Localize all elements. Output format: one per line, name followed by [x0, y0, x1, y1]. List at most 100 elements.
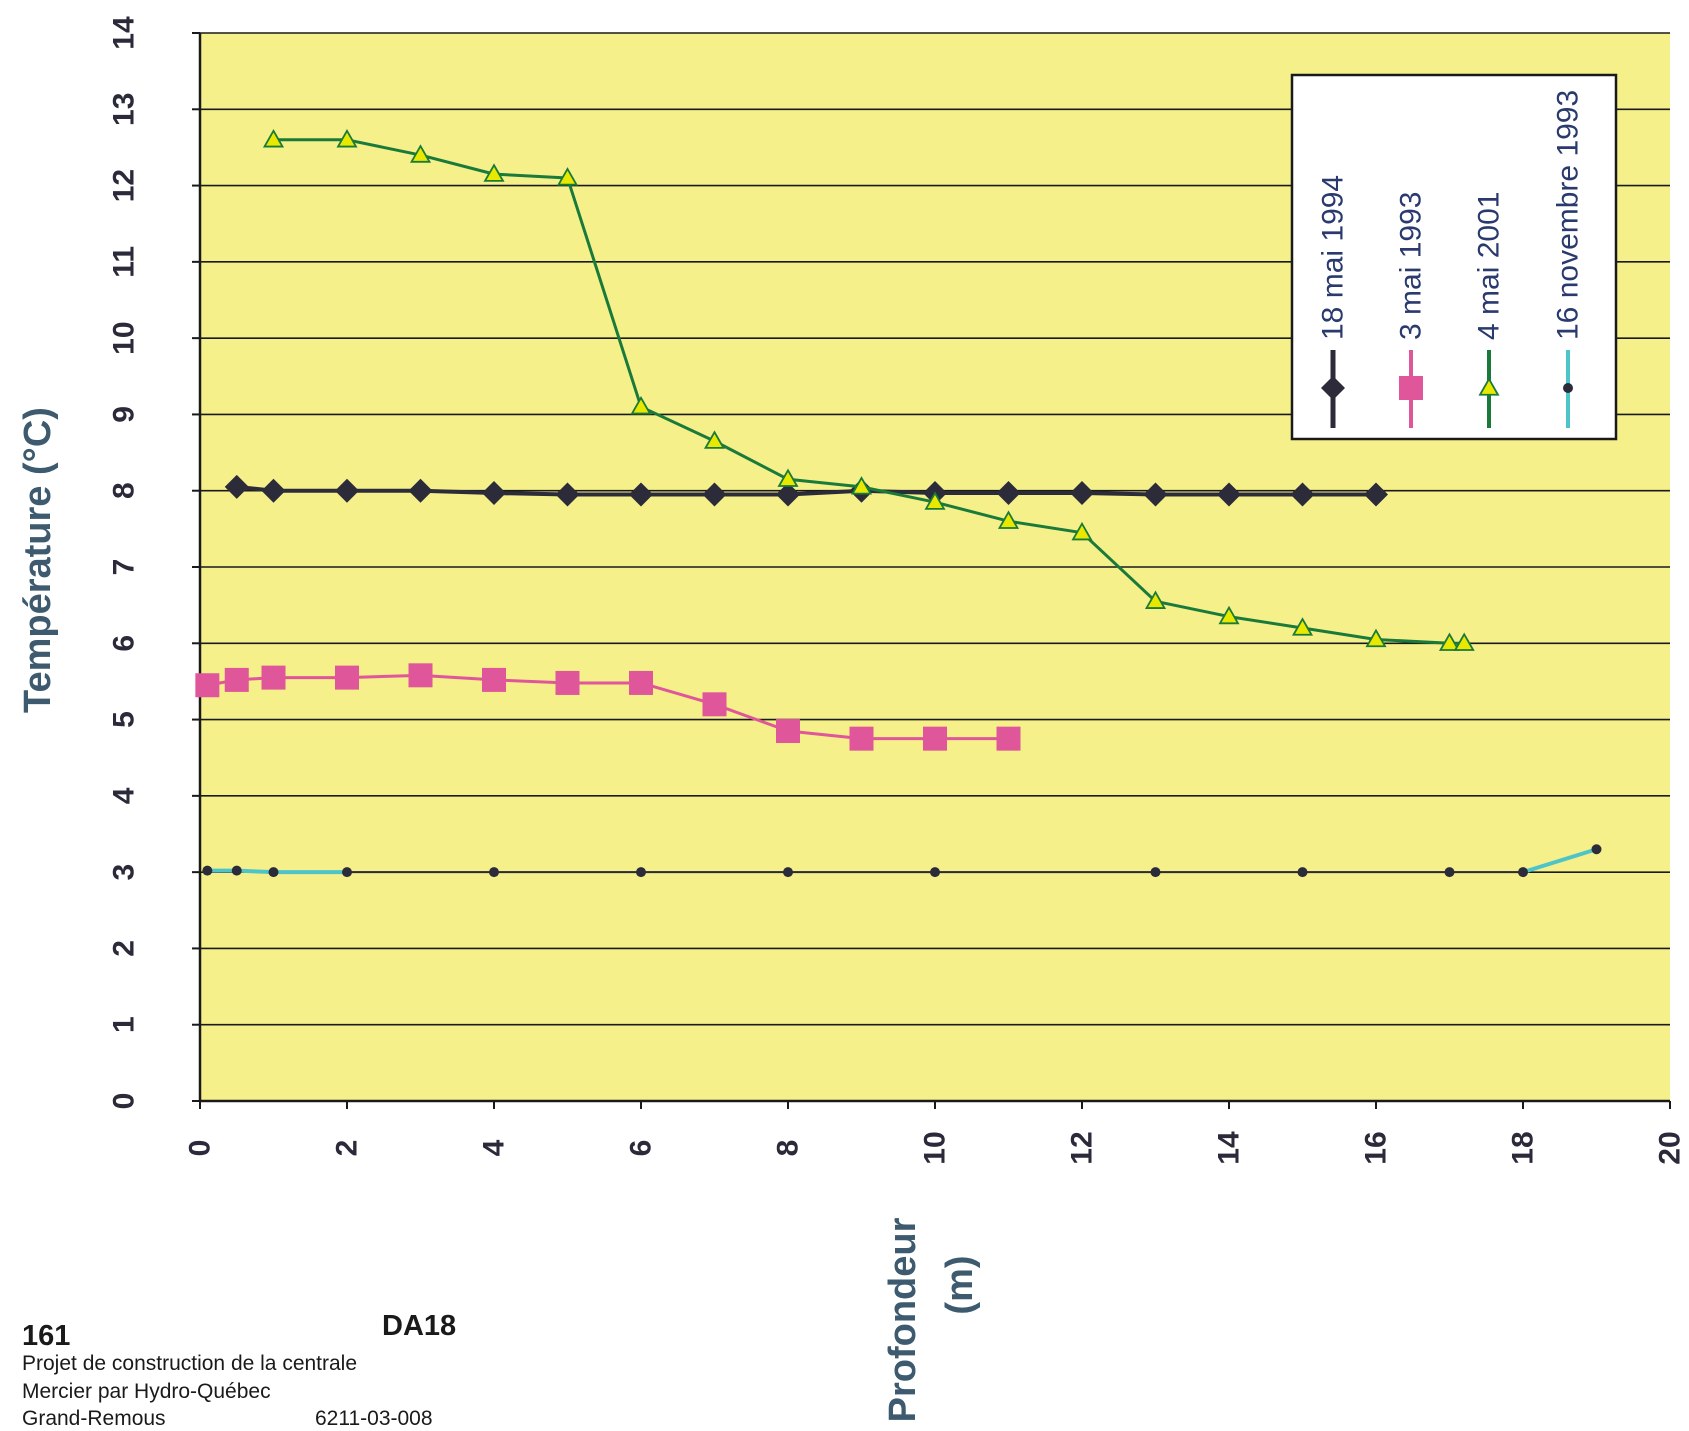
data-point — [923, 726, 947, 751]
data-point — [1364, 482, 1388, 507]
data-point — [195, 673, 220, 698]
data-point — [224, 667, 249, 692]
data-point — [1144, 590, 1167, 609]
legend-marker — [1563, 383, 1573, 393]
data-point — [556, 167, 579, 186]
y-tick-label: 5 — [108, 711, 141, 728]
project-location: Grand-Remous — [22, 1407, 166, 1430]
data-point — [702, 692, 727, 717]
data-point — [1591, 844, 1602, 855]
data-point — [849, 726, 874, 751]
data-point — [482, 667, 506, 692]
data-point — [555, 482, 580, 507]
project-title-line1: Projet de construction de la centrale — [22, 1352, 358, 1375]
y-tick-label: 0 — [108, 1093, 141, 1110]
series-0 — [224, 474, 1388, 507]
data-point — [409, 144, 432, 163]
data-point — [1297, 867, 1308, 878]
data-point — [335, 478, 359, 503]
legend-marker — [1321, 376, 1345, 400]
series-line — [273, 138, 1465, 645]
data-point — [262, 128, 285, 148]
data-point — [777, 468, 799, 487]
y-tick-label: 9 — [108, 406, 141, 423]
legend-marker — [1478, 377, 1500, 396]
data-point — [783, 867, 793, 878]
data-point — [630, 395, 652, 415]
legend-label: 3 mai 1993 — [1395, 192, 1428, 340]
data-point — [924, 491, 946, 510]
data-point — [408, 663, 433, 688]
data-point — [930, 867, 940, 878]
y-tick-label: 13 — [108, 93, 141, 126]
y-axis-label: Température (°C) — [17, 407, 59, 713]
data-point — [202, 865, 213, 876]
data-point — [1217, 482, 1241, 507]
data-point — [1291, 617, 1314, 636]
data-point — [1070, 481, 1094, 506]
x-tick-label: 12 — [1066, 1131, 1099, 1164]
data-point — [636, 867, 646, 878]
data-point — [997, 510, 1020, 529]
data-point — [996, 481, 1021, 506]
data-point — [1444, 867, 1455, 878]
y-tick-label: 7 — [108, 559, 141, 576]
data-point — [1150, 867, 1161, 878]
data-point — [702, 482, 727, 507]
legend: 18 mai 1994 3 mai 1993 4 mai 2001 16 novemb… — [1290, 73, 1618, 441]
y-tick-label: 1 — [108, 1016, 141, 1033]
data-point — [776, 482, 800, 507]
x-tick-label: 20 — [1654, 1131, 1687, 1164]
data-point — [1143, 482, 1168, 507]
page-number: 161 — [22, 1320, 71, 1352]
legend-box — [1290, 73, 1618, 441]
data-point — [1071, 521, 1093, 541]
x-tick-label: 8 — [772, 1140, 805, 1157]
data-point — [629, 670, 653, 695]
series-1 — [195, 663, 1021, 751]
x-tick-label: 2 — [331, 1140, 364, 1157]
x-axis-label: Profondeur — [882, 1217, 924, 1422]
data-point — [555, 670, 580, 695]
data-point — [776, 719, 800, 744]
data-point — [489, 867, 499, 878]
data-point — [1453, 632, 1475, 651]
y-tick-label: 10 — [108, 321, 141, 354]
data-point — [342, 867, 352, 878]
x-tick-label: 16 — [1360, 1131, 1393, 1164]
data-point — [629, 482, 653, 507]
x-tick-label: 10 — [919, 1131, 952, 1164]
x-tick-label: 14 — [1213, 1131, 1246, 1165]
series-line-highlight — [1522, 847, 1598, 875]
legend-label: 18 mai 1994 — [1317, 175, 1350, 340]
document-code: DA18 — [382, 1310, 457, 1342]
y-tick-label: 3 — [108, 864, 141, 881]
data-point — [483, 163, 505, 182]
y-tick-label: 2 — [108, 940, 141, 957]
data-point — [336, 128, 358, 148]
x-tick-labels: 0 2 4 6 8 10 12 14 16 18 20 — [184, 1131, 1687, 1165]
y-tick-label: 8 — [108, 482, 141, 499]
data-point — [335, 665, 359, 690]
project-title-line2: Mercier par Hydro-Québec — [22, 1380, 271, 1403]
x-tick-label: 4 — [478, 1139, 511, 1156]
series-3 — [202, 844, 1602, 878]
data-point — [1438, 632, 1461, 651]
y-tick-label: 12 — [108, 169, 141, 202]
data-point — [850, 476, 873, 495]
legend-label: 16 novembre 1993 — [1552, 90, 1585, 340]
data-point — [261, 665, 286, 690]
data-point — [996, 726, 1021, 751]
axes — [192, 32, 1671, 1109]
x-tick-label: 18 — [1507, 1131, 1540, 1164]
data-point — [1518, 867, 1528, 878]
legend-label: 4 mai 2001 — [1473, 192, 1506, 340]
series-group — [195, 128, 1602, 878]
y-tick-label: 6 — [108, 635, 141, 652]
reference-number: 6211-03-008 — [315, 1407, 433, 1430]
data-point — [261, 478, 286, 503]
data-point — [482, 481, 506, 506]
data-point — [703, 430, 726, 449]
y-tick-label: 4 — [108, 787, 141, 804]
